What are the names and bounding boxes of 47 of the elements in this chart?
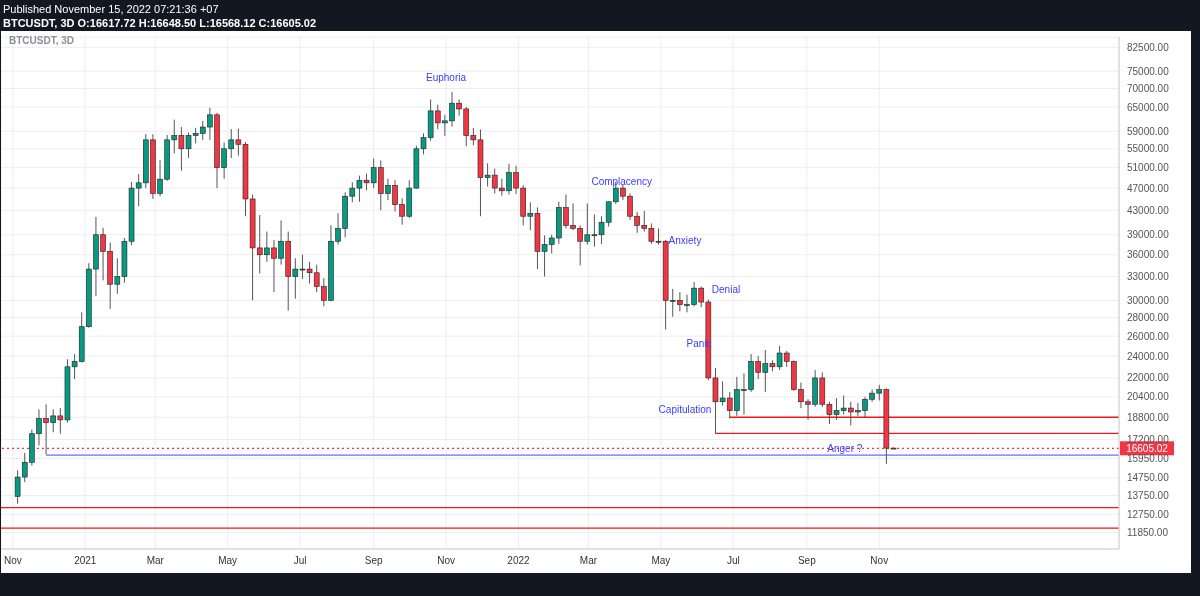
annotation: Euphoria bbox=[425, 71, 467, 83]
text: Published November 15, 2022 07:21:36 +07 bbox=[3, 2, 220, 16]
annotation: Capitulation bbox=[658, 403, 712, 415]
annotation: Complacency bbox=[591, 175, 653, 187]
x-tick-label: Nov bbox=[3, 555, 22, 567]
y-tick-label: 65000.00 bbox=[1127, 101, 1170, 113]
y-tick-label: 55000.00 bbox=[1127, 143, 1170, 155]
x-tick-label: Jul bbox=[293, 555, 307, 567]
y-tick-label: 75000.00 bbox=[1127, 65, 1170, 77]
y-tick-label: 39000.00 bbox=[1127, 229, 1170, 241]
chart-subtitle: BTCUSDT, 3D O:16617.72 H:16648.50 L:16568.12 C:16605.02 bbox=[3, 16, 317, 30]
y-tick-label: 47000.00 bbox=[1127, 182, 1170, 194]
y-tick-label: 20400.00 bbox=[1127, 391, 1170, 403]
y-tick-label: 51000.00 bbox=[1127, 162, 1170, 174]
y-tick-label: 11850.00 bbox=[1127, 527, 1169, 539]
chart-title: BTCUSDT, 3D bbox=[9, 35, 75, 46]
y-tick-label: 26000.00 bbox=[1127, 330, 1170, 342]
y-tick-label: 15950.00 bbox=[1127, 452, 1170, 464]
y-tick-label: 28000.00 bbox=[1127, 312, 1170, 324]
y-tick-label: 13750.00 bbox=[1127, 490, 1170, 502]
x-tick-label: Sep bbox=[797, 555, 817, 567]
annotation: Anxiety bbox=[668, 234, 702, 246]
x-tick-label: 2021 bbox=[74, 555, 97, 567]
y-tick-label: 59000.00 bbox=[1127, 125, 1170, 137]
ref-line-label: 16605.02 bbox=[1126, 442, 1169, 454]
y-tick-label: 33000.00 bbox=[1127, 271, 1170, 283]
y-tick-label: 18800.00 bbox=[1127, 411, 1170, 423]
y-tick-label: 14750.00 bbox=[1127, 472, 1170, 484]
annotation: Anger ? bbox=[827, 442, 863, 454]
y-tick-label: 70000.00 bbox=[1127, 83, 1170, 95]
x-tick-label: Jul bbox=[726, 555, 740, 567]
y-tick-label: 82500.00 bbox=[1127, 41, 1170, 53]
annotation: Denial bbox=[711, 283, 741, 295]
x-tick-label: May bbox=[651, 555, 671, 567]
x-tick-label: Sep bbox=[364, 555, 383, 567]
y-tick-label: 22000.00 bbox=[1127, 372, 1170, 384]
x-tick-label: Mar bbox=[146, 555, 165, 567]
y-tick-label: 36000.00 bbox=[1127, 249, 1170, 261]
y-tick-label: 12750.00 bbox=[1127, 508, 1170, 520]
y-tick-label: 43000.00 bbox=[1127, 204, 1170, 216]
x-tick-label: Nov bbox=[437, 555, 455, 567]
x-tick-label: May bbox=[218, 555, 238, 567]
x-tick-label: Mar bbox=[579, 555, 598, 567]
y-tick-label: 24000.00 bbox=[1127, 350, 1170, 362]
x-tick-label: 2022 bbox=[507, 555, 531, 567]
y-tick-label: 30000.00 bbox=[1127, 294, 1170, 306]
x-tick-label: Nov bbox=[870, 555, 889, 567]
